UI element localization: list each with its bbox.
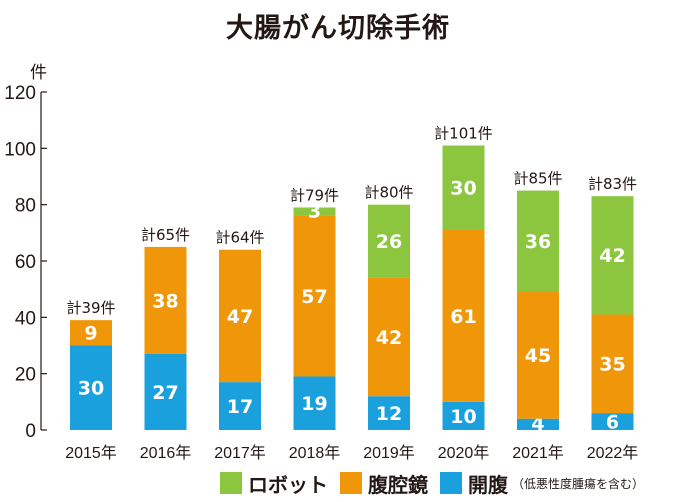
data-label: 42 (599, 245, 625, 267)
legend-label-open: 開腹 (468, 472, 508, 497)
bar-segment (293, 207, 336, 216)
legend-item-robot: ロボット (220, 469, 328, 498)
y-tick-label: 100 (4, 139, 36, 160)
data-label: 6 (606, 411, 619, 433)
bar-segment (144, 246, 187, 354)
x-tick-label: 2016年 (140, 444, 192, 462)
y-tick-label: 0 (25, 421, 36, 442)
bar-total-label: 計79件 (290, 186, 339, 204)
x-tick-label: 2022年 (587, 444, 639, 462)
y-tick-label: 80 (15, 196, 36, 217)
data-label: 61 (450, 306, 476, 328)
x-tick-label: 2017年 (214, 444, 266, 462)
bar-segment (368, 277, 410, 397)
bar-segment (368, 204, 410, 278)
bar-segment (442, 401, 485, 430)
bar-segment (591, 196, 634, 315)
bar-segment (219, 249, 261, 383)
legend-label-robot: ロボット (248, 472, 328, 497)
y-tick-label: 40 (15, 308, 36, 329)
legend-swatch-open (440, 472, 462, 494)
bar-segment (293, 215, 336, 377)
data-label: 12 (376, 403, 402, 425)
data-label: 30 (78, 378, 104, 400)
data-label: 35 (599, 354, 625, 376)
data-label: 57 (301, 286, 327, 308)
data-label: 9 (84, 323, 97, 345)
bar-segment (591, 314, 634, 414)
data-label: 17 (227, 396, 253, 418)
legend: ロボット 腹腔鏡 開腹 （低悪性度腫瘍を含む） (220, 469, 656, 498)
x-tick-label: 2019年 (363, 444, 415, 462)
x-tick-label: 2020年 (438, 444, 490, 462)
bar-segment (517, 418, 559, 430)
x-tick-label: 2021年 (512, 444, 564, 462)
data-label: 38 (152, 290, 178, 312)
bar-segment (70, 320, 112, 346)
bar-segment (368, 396, 410, 430)
bar-total-label: 計83件 (588, 175, 637, 193)
y-tick-label: 20 (15, 365, 36, 386)
legend-swatch-laparoscopic (340, 472, 362, 494)
x-tick-label: 2018年 (289, 444, 341, 462)
legend-label-laparoscopic: 腹腔鏡 (368, 472, 428, 497)
bar-segment (442, 230, 485, 402)
y-tick-label: 120 (4, 83, 36, 104)
legend-item-laparoscopic: 腹腔鏡 (340, 469, 428, 498)
bar-segment (442, 145, 485, 231)
bar-segment (517, 190, 559, 292)
y-tick-label: 60 (15, 252, 36, 273)
data-label: 45 (525, 345, 551, 367)
data-label: 42 (376, 327, 402, 349)
bar-total-label: 計39件 (66, 299, 115, 317)
chart-title: 大腸がん切除手術 (226, 13, 450, 44)
data-label: 47 (227, 306, 253, 328)
data-label: 30 (450, 178, 476, 200)
data-label: 27 (152, 382, 178, 404)
bar-segment (591, 413, 634, 430)
bar-total-label: 計80件 (364, 184, 413, 202)
data-label: 3 (308, 200, 321, 222)
legend-item-open: 開腹 （低悪性度腫瘍を含む） (440, 469, 644, 498)
y-axis-unit: 件 (30, 63, 47, 83)
legend-swatch-robot (220, 472, 242, 494)
bar-segment (70, 345, 112, 430)
bar-total-label: 計85件 (513, 170, 562, 188)
legend-note-open: （低悪性度腫瘍を含む） (512, 476, 645, 491)
data-label: 19 (301, 393, 327, 415)
bar-total-label: 計65件 (141, 226, 190, 244)
bar-total-label: 計101件 (434, 125, 493, 143)
data-label: 26 (376, 231, 402, 253)
data-label: 10 (450, 406, 476, 428)
bar-segment (144, 353, 187, 430)
bar-total-label: 計64件 (215, 229, 264, 247)
bar-segment (219, 382, 261, 430)
bar-segment (293, 376, 336, 430)
x-tick-label: 2015年 (65, 444, 117, 462)
bar-segment (517, 291, 559, 419)
data-label: 36 (525, 231, 551, 253)
